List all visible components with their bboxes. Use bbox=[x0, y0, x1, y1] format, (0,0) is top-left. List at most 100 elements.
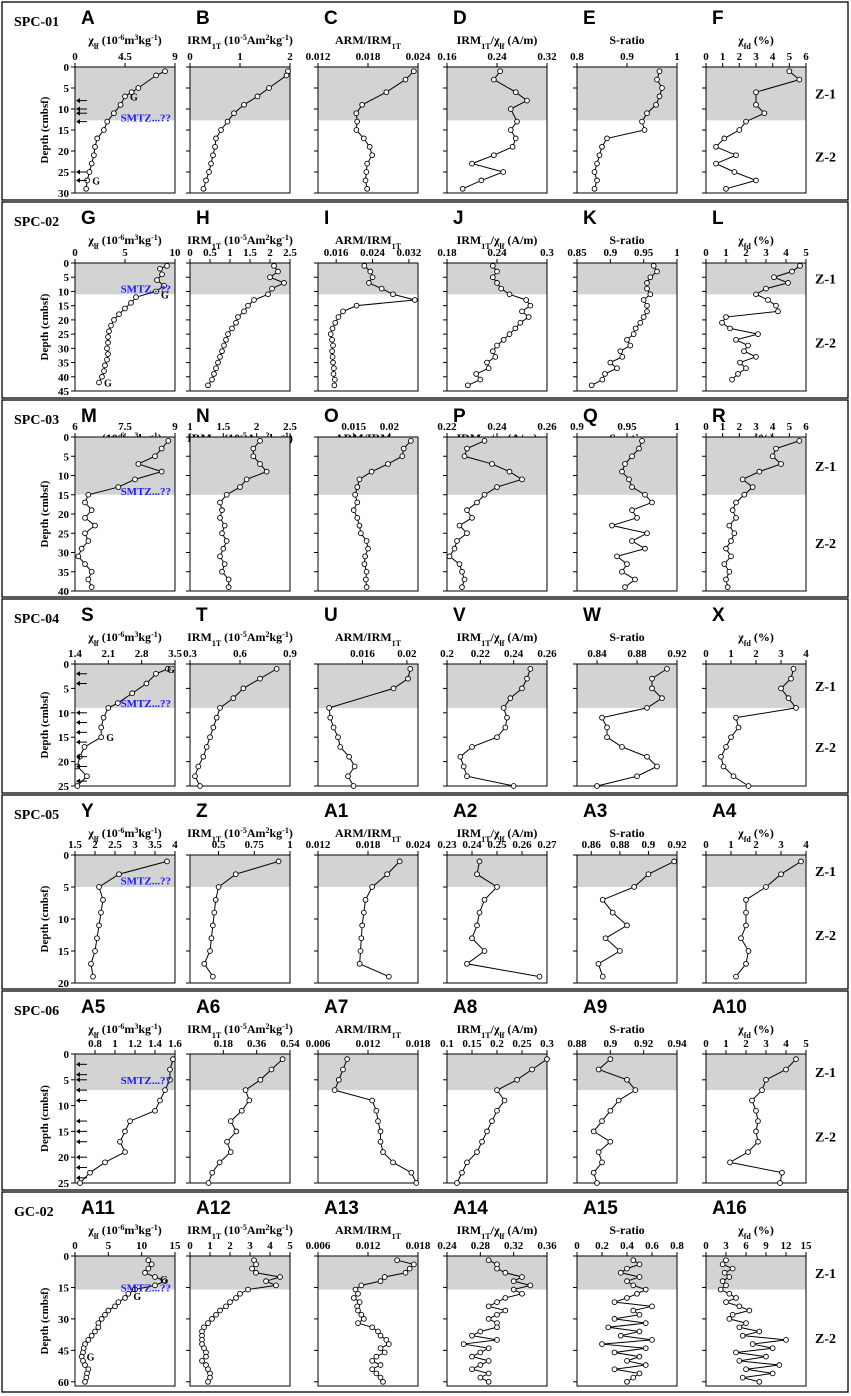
data-point bbox=[241, 101, 247, 108]
zone-label-z1: Z-1 bbox=[815, 460, 836, 475]
data-point bbox=[101, 368, 107, 374]
arrow-head bbox=[76, 739, 80, 745]
data-point bbox=[132, 476, 138, 483]
y-tick-label: 25 bbox=[58, 528, 70, 540]
data-point bbox=[746, 1307, 753, 1314]
data-point bbox=[763, 285, 769, 292]
panel-frame bbox=[317, 262, 419, 392]
data-point bbox=[642, 1345, 649, 1352]
x-tick-label: 0 bbox=[72, 1240, 78, 1252]
data-point bbox=[743, 1366, 749, 1373]
data-point bbox=[75, 553, 82, 560]
data-point bbox=[726, 1274, 733, 1280]
panel-title: ARM/IRM1T bbox=[335, 33, 402, 51]
x-tick-label: 3.5 bbox=[168, 648, 182, 660]
data-point bbox=[622, 461, 628, 467]
data-point bbox=[373, 1353, 380, 1360]
x-tick-label: 2 bbox=[737, 51, 743, 63]
data-point bbox=[733, 973, 739, 980]
x-tick-label: 1 bbox=[728, 648, 734, 660]
data-point bbox=[329, 336, 335, 343]
x-tick-label: 0.2 bbox=[595, 1240, 609, 1252]
data-point bbox=[514, 118, 520, 125]
data-point bbox=[373, 1107, 380, 1114]
panel-a16: A16 χfd (%) 0 3 6 9 12 15 bbox=[702, 1198, 812, 1387]
y-tick-label: 10 bbox=[58, 286, 70, 298]
data-point bbox=[153, 288, 159, 295]
data-point bbox=[205, 1180, 212, 1186]
x-tick-label: 9 bbox=[172, 421, 178, 433]
panel-a11: A11 χlf (10-6m3kg-1) 0 5 10 15 0 15 30 45 60 SMTZ..… bbox=[58, 1198, 181, 1389]
y-tick-label: 0 bbox=[64, 850, 70, 862]
data-point bbox=[481, 948, 488, 954]
data-point bbox=[92, 1328, 98, 1335]
panel-title: ARM/IRM1T bbox=[335, 826, 402, 844]
x-tick-label: 0.22 bbox=[471, 648, 491, 660]
series-line bbox=[90, 860, 168, 977]
data-point bbox=[524, 97, 530, 104]
data-point bbox=[344, 1056, 351, 1063]
data-point bbox=[405, 675, 411, 682]
data-point bbox=[98, 1316, 105, 1322]
arrow-head bbox=[76, 710, 80, 716]
data-point bbox=[217, 354, 223, 360]
data-point bbox=[249, 1265, 255, 1272]
data-point bbox=[773, 302, 779, 309]
data-point bbox=[502, 1269, 509, 1276]
data-point bbox=[644, 280, 650, 286]
x-tick-label: 0.012 bbox=[356, 1038, 381, 1050]
data-point bbox=[257, 675, 263, 682]
data-point bbox=[506, 331, 513, 337]
data-point bbox=[105, 1307, 112, 1314]
data-point bbox=[735, 371, 741, 377]
data-point bbox=[359, 101, 366, 108]
data-point bbox=[363, 538, 370, 544]
data-point bbox=[165, 438, 172, 444]
data-point bbox=[456, 561, 463, 567]
core-label: SPC-04 bbox=[14, 612, 59, 627]
depth-axis-label: Depth (cmbsf) bbox=[39, 691, 51, 758]
data-point bbox=[755, 1138, 761, 1145]
panel-d: D IRM1T/χlf (A/m)0.16 0.24 0.32 bbox=[437, 8, 557, 194]
data-point bbox=[756, 468, 763, 475]
x-tick-label: 0.012 bbox=[356, 1240, 381, 1252]
data-point bbox=[199, 1357, 205, 1364]
x-tick-label: 0 bbox=[187, 247, 193, 259]
data-point bbox=[145, 1265, 152, 1272]
panel-a6: A6 IRM1T (10-5Am2kg-1)0.18 0.36 0.54 bbox=[186, 997, 300, 1186]
x-tick-label: 9 bbox=[763, 1240, 769, 1252]
data-point bbox=[221, 522, 228, 529]
data-point bbox=[152, 1107, 158, 1114]
data-point bbox=[739, 1332, 746, 1339]
data-point bbox=[246, 1097, 253, 1104]
data-point bbox=[624, 1295, 630, 1301]
data-point bbox=[481, 896, 488, 903]
z1-shading bbox=[577, 855, 677, 887]
data-point bbox=[776, 1362, 783, 1368]
data-point bbox=[519, 308, 525, 315]
x-tick-label: 0.24 bbox=[487, 51, 507, 63]
data-point bbox=[250, 445, 257, 452]
data-point bbox=[331, 1087, 338, 1093]
panel-letter: R bbox=[712, 406, 726, 427]
x-tick-label: 3 bbox=[763, 1038, 769, 1050]
data-point bbox=[469, 160, 475, 167]
z1-shading bbox=[75, 855, 175, 887]
data-point bbox=[364, 185, 371, 192]
data-point bbox=[157, 265, 163, 272]
data-point bbox=[158, 445, 165, 452]
data-point bbox=[108, 322, 114, 329]
x-tick-label: 1 bbox=[728, 839, 734, 851]
data-point bbox=[329, 354, 336, 360]
data-point bbox=[367, 268, 374, 275]
data-point bbox=[502, 1307, 509, 1314]
data-point bbox=[473, 371, 480, 377]
x-tick-label: 0 bbox=[703, 1240, 709, 1252]
data-point bbox=[723, 545, 729, 552]
data-point bbox=[411, 297, 418, 303]
z1-shading bbox=[706, 437, 806, 495]
data-point bbox=[353, 110, 360, 117]
data-point bbox=[769, 1370, 776, 1377]
